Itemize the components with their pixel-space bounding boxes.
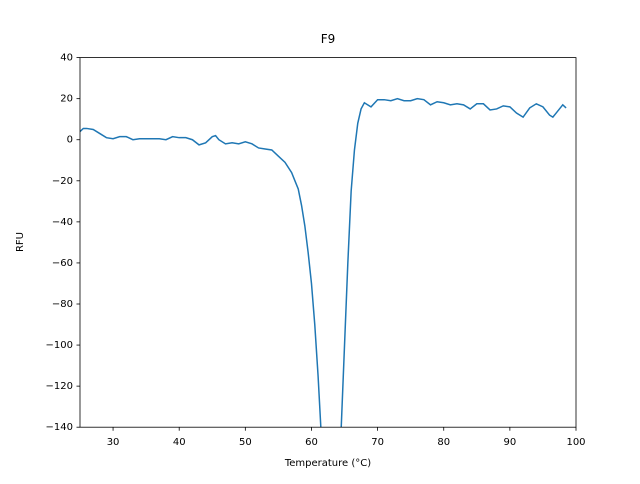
x-tick-label: 100 bbox=[566, 437, 585, 448]
y-axis-label: RFU bbox=[15, 232, 26, 252]
y-tick-label: 0 bbox=[67, 135, 73, 146]
plot-frame bbox=[79, 57, 577, 428]
y-tick-label: −120 bbox=[46, 381, 73, 392]
y-tick-label: −60 bbox=[52, 258, 73, 269]
x-axis-label: Temperature (°C) bbox=[284, 458, 371, 469]
data-line bbox=[80, 97, 567, 428]
x-tick-label: 50 bbox=[239, 437, 252, 448]
x-tick-label: 30 bbox=[107, 437, 120, 448]
y-tick-label: −80 bbox=[52, 299, 73, 310]
x-tick-label: 90 bbox=[503, 437, 516, 448]
x-tick-label: 60 bbox=[305, 437, 318, 448]
y-tick-label: −100 bbox=[46, 340, 73, 351]
x-tick-label: 80 bbox=[437, 437, 450, 448]
x-tick-label: 70 bbox=[371, 437, 384, 448]
y-tick-label: 40 bbox=[60, 53, 73, 64]
y-tick-label: −20 bbox=[52, 176, 73, 187]
chart-title: F9 bbox=[321, 32, 336, 46]
y-tick-label: −40 bbox=[52, 217, 73, 228]
x-tick-label: 40 bbox=[173, 437, 186, 448]
y-tick-label: 20 bbox=[60, 94, 73, 105]
y-tick-label: −140 bbox=[46, 422, 73, 433]
